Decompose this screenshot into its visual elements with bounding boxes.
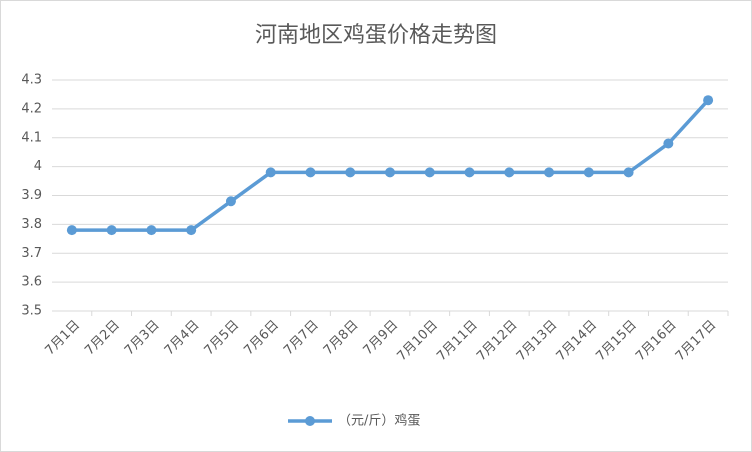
- y-tick-label: 4.3: [21, 73, 42, 88]
- y-tick-label: 3.9: [21, 188, 42, 203]
- data-point: [146, 225, 157, 236]
- legend-marker: [305, 416, 315, 426]
- y-tick-label: 4.2: [21, 101, 42, 116]
- data-point: [703, 95, 714, 106]
- data-point: [186, 225, 197, 236]
- y-tick-label: 3.5: [21, 304, 42, 319]
- y-tick-label: 4: [34, 159, 42, 174]
- data-point: [265, 167, 276, 178]
- data-point: [663, 138, 674, 149]
- data-point: [504, 167, 515, 178]
- data-point: [345, 167, 356, 178]
- data-point: [464, 167, 475, 178]
- data-point: [106, 225, 117, 236]
- data-point: [66, 225, 77, 236]
- data-point: [583, 167, 594, 178]
- legend-label: （元/斤）鸡蛋: [338, 413, 420, 429]
- data-point: [385, 167, 395, 178]
- data-point: [424, 167, 435, 178]
- y-tick-label: 3.7: [21, 246, 42, 261]
- y-tick-label: 3.6: [21, 275, 42, 290]
- data-point: [544, 167, 555, 178]
- data-point: [623, 167, 634, 178]
- chart-title: 河南地区鸡蛋价格走势图: [255, 23, 497, 48]
- data-point: [225, 196, 236, 207]
- y-tick-label: 3.8: [21, 217, 42, 232]
- y-tick-label: 4.1: [21, 130, 42, 145]
- data-point: [305, 167, 316, 178]
